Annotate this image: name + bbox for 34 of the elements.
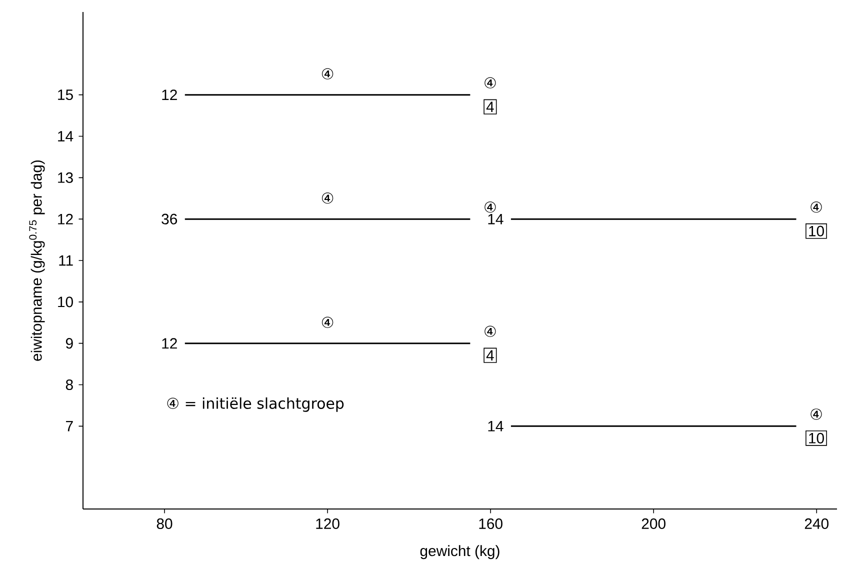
y-tick-label: 8 <box>66 379 73 390</box>
annotation: 12 <box>162 90 177 100</box>
annotation: 36 <box>162 214 178 224</box>
y-tick-label: 15 <box>58 90 73 100</box>
x-tick-label: 240 <box>804 518 828 530</box>
annotation: 4 <box>486 102 494 112</box>
y-tick-label: 11 <box>59 255 73 266</box>
x-tick-label: 200 <box>642 518 666 530</box>
y-tick-label: 12 <box>58 214 73 224</box>
x-axis-title: gewicht (kg) <box>420 545 500 560</box>
annotation: ④ <box>484 326 496 337</box>
annotation: ④ <box>810 408 822 420</box>
annotation: 10 <box>809 432 824 444</box>
x-tick-label: 80 <box>156 518 172 530</box>
annotation: ④ <box>484 201 496 213</box>
y-axis-title: eiwitopname (g/kg$^{0.75}$ per dag) <box>29 160 45 361</box>
x-tick-label: 120 <box>316 518 340 530</box>
x-tick-label: 160 <box>479 518 502 530</box>
y-tick-label: 13 <box>58 172 73 183</box>
annotation: 14 <box>488 421 504 432</box>
annotation: ④ <box>322 192 334 204</box>
y-tick-label: 9 <box>66 338 73 349</box>
y-tick-label: 10 <box>58 296 73 308</box>
annotation: 4 <box>486 350 494 360</box>
annotation: ④ <box>484 77 496 88</box>
y-tick-label: 7 <box>66 421 73 432</box>
annotation: 14 <box>488 214 504 224</box>
annotation: ④ <box>322 68 334 80</box>
annotation: ④ = initiële slachtgroep <box>167 397 344 412</box>
annotation: ④ <box>322 316 334 328</box>
annotation: 10 <box>809 226 824 236</box>
y-tick-label: 14 <box>58 131 74 142</box>
annotation: ④ <box>810 201 822 213</box>
annotation: 12 <box>162 338 177 349</box>
